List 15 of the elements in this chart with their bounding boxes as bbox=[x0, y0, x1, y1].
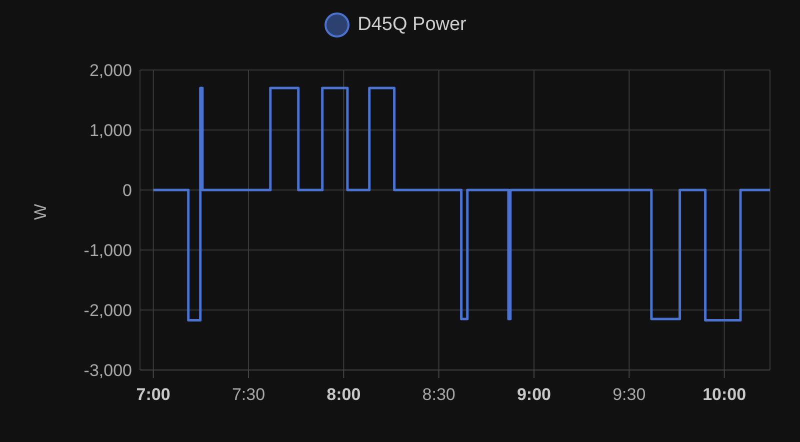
x-tick-label: 7:00 bbox=[136, 385, 170, 404]
x-tick-label: 8:30 bbox=[422, 385, 456, 404]
x-tick-label: 7:30 bbox=[232, 385, 266, 404]
y-axis-title: W bbox=[31, 204, 50, 220]
x-tick-label: 8:00 bbox=[326, 385, 361, 404]
y-tick-label: 1,000 bbox=[89, 121, 132, 140]
x-tick-label: 9:00 bbox=[516, 385, 552, 404]
x-tick-label: 9:30 bbox=[612, 385, 646, 404]
y-tick-label: 2,000 bbox=[89, 61, 132, 80]
y-tick-label: -1,000 bbox=[84, 241, 132, 260]
x-tick-label: 10:00 bbox=[702, 385, 746, 404]
legend-label: D45Q Power bbox=[358, 14, 466, 36]
y-tick-label: -3,000 bbox=[84, 361, 132, 380]
y-tick-label: -2,000 bbox=[84, 301, 132, 320]
y-tick-label: 0 bbox=[122, 181, 132, 200]
